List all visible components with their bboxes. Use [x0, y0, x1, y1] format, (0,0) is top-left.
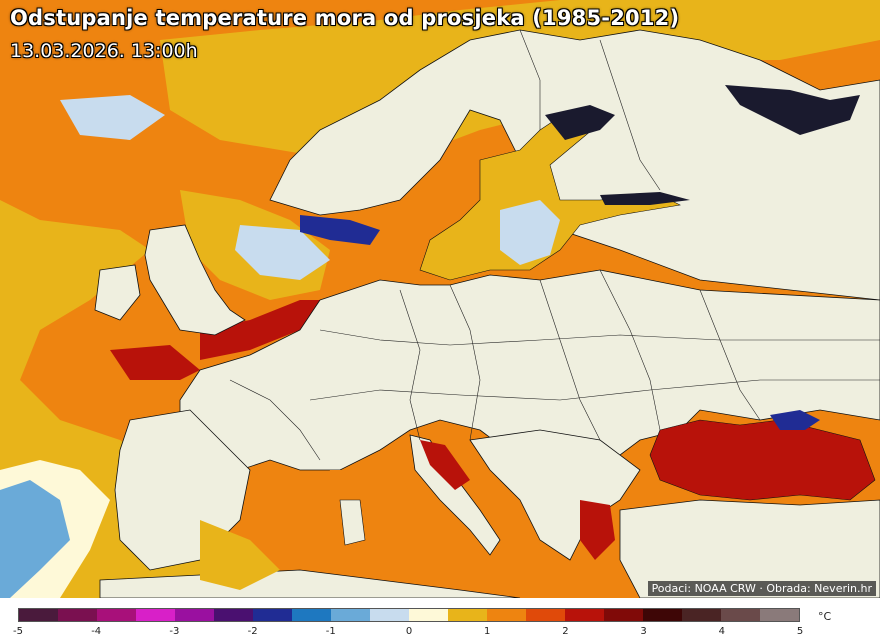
legend-swatch	[331, 609, 370, 621]
legend-tick-label: -1	[325, 626, 336, 637]
legend-swatch	[760, 609, 799, 621]
country-borders	[229, 29, 880, 461]
western-med-anomaly-0-1	[200, 520, 280, 590]
aegean-anomaly-2-3	[580, 500, 615, 560]
legend-tick-label: -5	[13, 626, 23, 637]
azov-sea-negative	[770, 410, 820, 430]
legend-tick-label: 5	[796, 626, 804, 637]
black-sea	[649, 419, 876, 501]
great-britain-land	[144, 224, 246, 336]
north-sea-anomaly-pale	[235, 225, 330, 280]
legend-swatch	[526, 609, 565, 621]
sardinia-land	[339, 499, 366, 546]
atlantic-anomaly-negative	[0, 480, 70, 598]
legend-swatch	[682, 609, 721, 621]
skagerrak-negative	[300, 215, 380, 245]
legend-swatch	[136, 609, 175, 621]
finland-gulf-ice	[600, 192, 690, 205]
ireland-land	[94, 264, 141, 321]
baltic-negative-zone	[500, 200, 560, 265]
bay-of-biscay-anomaly-2-3	[110, 345, 200, 380]
legend-tick-label: -4	[91, 626, 102, 637]
english-channel-anomaly-2-3	[200, 300, 320, 360]
legend-swatch	[214, 609, 253, 621]
legend-swatch	[292, 609, 331, 621]
legend-tick-label: 4	[718, 626, 725, 637]
legend-swatch	[58, 609, 97, 621]
anatolia-land	[619, 499, 880, 598]
bothnia-ice	[545, 105, 615, 140]
legend-swatch	[604, 609, 643, 621]
color-legend: -5 -4 -3 -2 -1 0 1 2 3 4 5 °C	[0, 598, 880, 640]
legend-swatch	[97, 609, 136, 621]
adriatic-anomaly-2-3	[420, 440, 470, 490]
legend-swatch	[448, 609, 487, 621]
legend-tick-label: 1	[484, 626, 491, 637]
map-title: Odstupanje temperature mora od prosjeka …	[10, 6, 680, 30]
legend-swatch	[643, 609, 682, 621]
legend-tick-label: 2	[562, 626, 569, 637]
legend-swatch	[721, 609, 760, 621]
legend-swatch	[565, 609, 604, 621]
legend-unit: °C	[818, 610, 832, 623]
legend-swatch	[370, 609, 409, 621]
legend-swatch	[487, 609, 526, 621]
map-date: 13.03.2026. 13:00h	[10, 40, 198, 62]
legend-swatch	[175, 609, 214, 621]
legend-tick-label: 3	[640, 626, 647, 637]
legend-tick-label: -2	[247, 626, 258, 637]
legend-tick-label: -3	[169, 626, 180, 637]
legend-swatch	[19, 609, 58, 621]
iceland-area-negative	[60, 95, 165, 140]
legend-swatch	[409, 609, 448, 621]
legend-tick-label: 0	[405, 626, 413, 637]
legend-color-bar	[18, 608, 800, 622]
data-credits: Podaci: NOAA CRW · Obrada: Neverin.hr	[647, 581, 876, 596]
legend-swatch	[253, 609, 292, 621]
white-sea-ice	[725, 85, 860, 135]
sea-temperature-anomaly-map	[0, 0, 880, 598]
scandinavia-land	[269, 29, 880, 301]
